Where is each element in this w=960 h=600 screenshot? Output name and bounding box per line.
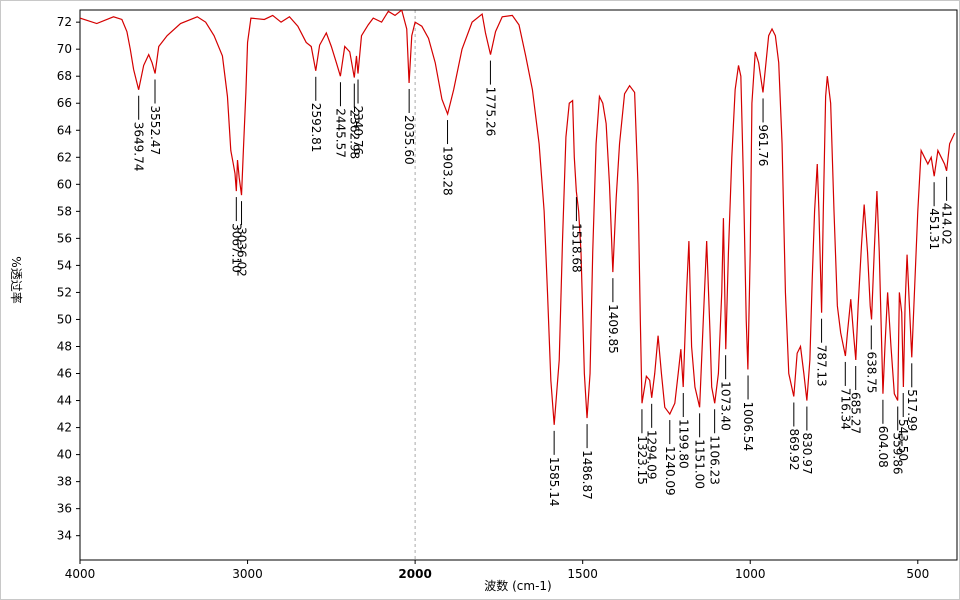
peak-label: 543.50 <box>896 419 910 461</box>
x-tick-label: 2000 <box>398 567 431 581</box>
peak-label: 830.97 <box>800 433 814 475</box>
y-tick-label: 72 <box>57 15 72 29</box>
x-axis-label: 波数 (cm-1) <box>484 578 551 593</box>
plot-frame <box>79 9 958 561</box>
peak-label: 1106.23 <box>708 435 722 485</box>
peak-label: 3067.10 <box>229 223 243 273</box>
peak-label: 2445.57 <box>333 108 347 158</box>
peak-label: 1151.00 <box>693 439 707 489</box>
peak-label: 1775.26 <box>483 87 497 137</box>
y-tick-label: 42 <box>57 421 72 435</box>
y-tick-label: 62 <box>57 150 72 164</box>
peak-label: 517.99 <box>905 389 919 431</box>
y-tick-label: 34 <box>57 529 72 543</box>
x-tick-label: 500 <box>906 567 929 581</box>
peak-label: 716.34 <box>838 388 852 430</box>
peak-label: 787.13 <box>815 345 829 387</box>
peak-label: 2035.60 <box>402 115 416 165</box>
peak-label: 604.08 <box>876 426 890 468</box>
y-axis-label: %透过率 <box>9 256 24 303</box>
peak-label: 1199.80 <box>676 419 690 469</box>
peak-label: 1294.09 <box>645 430 659 480</box>
peak-label: 1323.15 <box>635 435 649 485</box>
x-tick-label: 4000 <box>65 567 96 581</box>
y-tick-label: 52 <box>57 285 72 299</box>
peak-label: 3552.47 <box>148 106 162 156</box>
peak-label: 1585.14 <box>547 457 561 507</box>
y-tick-label: 44 <box>57 394 72 408</box>
y-tick-label: 58 <box>57 204 72 218</box>
peak-label: 559.86 <box>891 433 905 475</box>
peak-label: 1903.28 <box>441 146 455 196</box>
peak-label: 2362.98 <box>347 110 361 160</box>
peak-label: 1073.40 <box>719 381 733 431</box>
peak-label: 451.31 <box>927 208 941 250</box>
y-tick-label: 54 <box>57 258 72 272</box>
peak-label: 685.27 <box>849 392 863 434</box>
peak-label: 869.92 <box>787 428 801 470</box>
x-tick-label: 1500 <box>567 567 598 581</box>
peak-label: 2340.76 <box>351 106 365 156</box>
peak-label: 638.75 <box>864 351 878 393</box>
y-tick-label: 66 <box>57 96 72 110</box>
y-tick-label: 38 <box>57 475 72 489</box>
y-tick-label: 48 <box>57 339 72 353</box>
y-tick-label: 70 <box>57 42 72 56</box>
peak-label: 1409.85 <box>606 304 620 354</box>
y-tick-label: 36 <box>57 502 72 516</box>
peak-label: 3036.02 <box>235 227 249 277</box>
peak-label: 961.76 <box>756 124 770 166</box>
peak-label: 1006.54 <box>741 401 755 451</box>
peak-label: 1240.09 <box>663 446 677 496</box>
y-tick-label: 64 <box>57 123 72 137</box>
y-tick-label: 40 <box>57 448 72 462</box>
spectrum-line <box>80 10 956 425</box>
y-tick-label: 50 <box>57 312 72 326</box>
y-tick-label: 60 <box>57 177 72 191</box>
peak-label: 3649.74 <box>132 122 146 172</box>
y-tick-label: 68 <box>57 69 72 83</box>
x-tick-label: 3000 <box>232 567 263 581</box>
peak-label: 1518.68 <box>569 223 583 273</box>
y-tick-label: 46 <box>57 367 72 381</box>
peak-label: 1486.87 <box>580 450 594 500</box>
y-tick-label: 56 <box>57 231 72 245</box>
x-tick-label: 1000 <box>735 567 766 581</box>
peak-label: 2592.81 <box>309 103 323 153</box>
peak-label: 414.02 <box>940 203 954 245</box>
